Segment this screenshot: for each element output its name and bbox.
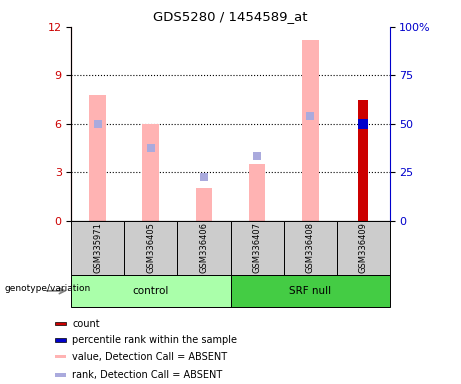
Text: GSM336409: GSM336409 (359, 222, 367, 273)
FancyBboxPatch shape (124, 221, 177, 275)
Bar (55, 338, 66, 341)
Bar (55, 355, 66, 358)
Bar (358, 99, 368, 221)
Point (254, 153, 261, 159)
FancyBboxPatch shape (177, 221, 230, 275)
Text: count: count (72, 319, 100, 329)
Text: percentile rank within the sample: percentile rank within the sample (72, 335, 237, 345)
Point (200, 174, 207, 180)
Text: GDS5280 / 1454589_at: GDS5280 / 1454589_at (153, 10, 308, 23)
Point (306, 113, 313, 119)
Point (148, 145, 155, 151)
Text: GSM336408: GSM336408 (306, 222, 314, 273)
Text: SRF null: SRF null (289, 286, 331, 296)
FancyBboxPatch shape (230, 275, 390, 307)
FancyBboxPatch shape (71, 275, 230, 307)
Point (359, 121, 366, 127)
Text: GSM336405: GSM336405 (147, 222, 155, 273)
Point (94, 121, 101, 127)
Bar (301, 40, 319, 221)
FancyBboxPatch shape (284, 221, 337, 275)
Text: GSM335971: GSM335971 (94, 222, 102, 273)
Text: control: control (133, 286, 169, 296)
Bar (55, 374, 66, 377)
Bar (55, 323, 66, 326)
FancyBboxPatch shape (230, 221, 284, 275)
FancyBboxPatch shape (337, 221, 390, 275)
Text: genotype/variation: genotype/variation (5, 285, 91, 293)
Bar (195, 189, 213, 221)
Bar (142, 124, 160, 221)
FancyBboxPatch shape (71, 221, 124, 275)
Text: GSM336407: GSM336407 (253, 222, 261, 273)
Bar (89, 95, 106, 221)
Text: value, Detection Call = ABSENT: value, Detection Call = ABSENT (72, 352, 227, 362)
Text: GSM336406: GSM336406 (200, 222, 208, 273)
Bar (248, 164, 266, 221)
Text: rank, Detection Call = ABSENT: rank, Detection Call = ABSENT (72, 370, 223, 380)
